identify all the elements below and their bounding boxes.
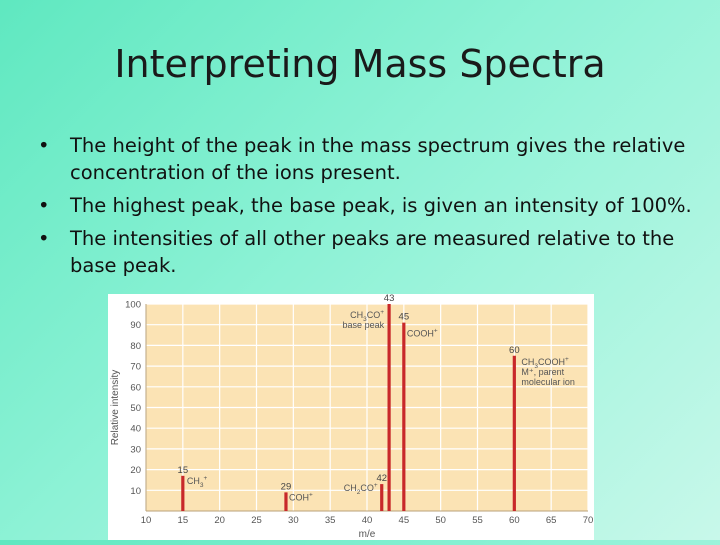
x-tick-label: 30: [288, 515, 299, 526]
ion-label-mz-15: CH3+: [187, 475, 208, 489]
bullet-text: The intensities of all other peaks are m…: [70, 227, 675, 277]
bullet-text: The highest peak, the base peak, is give…: [70, 194, 692, 217]
ion-note2-mz-60: molecular ion: [521, 377, 575, 387]
ion-note-mz-43: base peak: [343, 320, 385, 330]
peak-bar-mz-29: [284, 492, 288, 511]
y-tick-label: 70: [130, 362, 141, 373]
ion-label-mz-29: COH+: [289, 491, 313, 502]
peak-label-mz-43: 43: [384, 294, 395, 304]
ion-label-mz-43: CH3CO+: [350, 309, 384, 323]
bullet-item: • The intensities of all other peaks are …: [38, 225, 698, 279]
mass-spectrum-svg: 10 20 30 40 50 60 70 80 90 100 10 15 20 25 30 35 40 45 50 5…: [110, 293, 594, 540]
peak-label-mz-29: 29: [281, 481, 292, 492]
peak-label-mz-42: 42: [376, 473, 387, 484]
x-tick-label: 65: [546, 515, 557, 526]
ion-label-mz-60: CH3COOH+: [521, 356, 569, 370]
y-tick-label: 100: [125, 300, 141, 311]
y-tick-label: 90: [130, 320, 141, 331]
x-axis-label: m/e: [359, 529, 376, 540]
x-tick-label: 20: [214, 515, 225, 526]
y-tick-label: 50: [130, 403, 141, 414]
peak-bar-mz-45: [402, 322, 406, 511]
peak-bar-mz-15: [181, 475, 185, 511]
x-tick-label: 25: [251, 515, 262, 526]
peak-bar-mz-43: [387, 304, 391, 511]
mass-spectrum-chart: 10 20 30 40 50 60 70 80 90 100 10 15 20 25 30 35 40 45 50 5…: [108, 293, 594, 540]
y-tick-label: 60: [130, 382, 141, 393]
y-tick-label: 30: [130, 444, 141, 455]
bullet-dot: •: [38, 227, 50, 250]
bullet-text: The height of the peak in the mass spect…: [70, 134, 686, 184]
y-tick-label: 80: [130, 341, 141, 352]
x-tick-label: 45: [399, 515, 410, 526]
x-tick-label: 35: [325, 515, 336, 526]
x-tick-label: 70: [583, 515, 594, 526]
peak-label-mz-45: 45: [399, 312, 410, 323]
y-axis-label: Relative intensity: [110, 370, 121, 446]
x-tick-label: 55: [472, 515, 483, 526]
x-tick-label: 50: [435, 515, 446, 526]
peak-bar-mz-60: [512, 355, 516, 511]
bullet-item: • The height of the peak in the mass spec…: [38, 132, 698, 186]
x-tick-label: 60: [509, 515, 520, 526]
bullet-dot: •: [38, 194, 50, 217]
bullet-item: • The highest peak, the base peak, is giv…: [38, 192, 698, 219]
bullet-dot: •: [38, 134, 50, 157]
peak-label-mz-15: 15: [178, 465, 189, 476]
y-tick-label: 10: [130, 486, 141, 497]
peak-label-mz-60: 60: [509, 345, 520, 356]
ion-label-mz-45: COOH+: [407, 328, 438, 339]
y-tick-label: 20: [130, 465, 141, 476]
x-tick-label: 40: [362, 515, 373, 526]
bullet-list: • The height of the peak in the mass spec…: [38, 132, 698, 285]
slide-title: Interpreting Mass Spectra: [114, 42, 606, 86]
peak-bar-mz-42: [380, 484, 384, 511]
x-tick-label: 10: [141, 515, 152, 526]
ion-label-mz-42: CH2CO+: [344, 482, 378, 496]
ion-note-mz-60: M⁺, parent: [521, 367, 564, 377]
y-tick-label: 40: [130, 424, 141, 435]
x-tick-label: 15: [178, 515, 189, 526]
